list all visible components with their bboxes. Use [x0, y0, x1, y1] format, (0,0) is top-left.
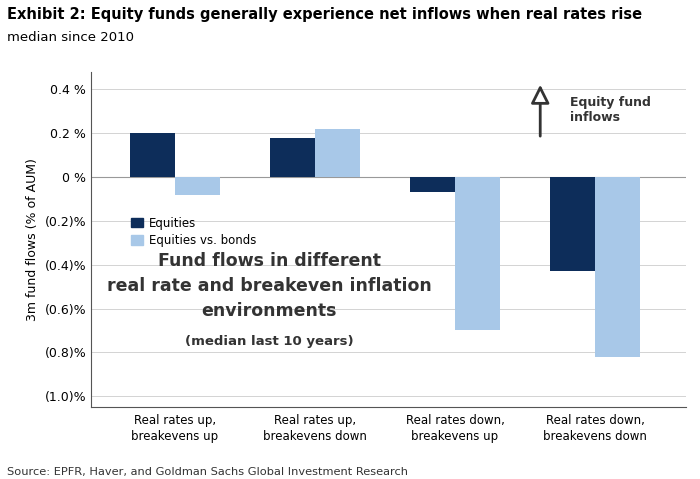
- Bar: [455, 177, 500, 331]
- Text: Source: EPFR, Haver, and Goldman Sachs Global Investment Research: Source: EPFR, Haver, and Goldman Sachs G…: [7, 467, 408, 477]
- Text: Equity fund
inflows: Equity fund inflows: [570, 96, 651, 125]
- Bar: [595, 177, 640, 357]
- Text: (median last 10 years): (median last 10 years): [186, 335, 354, 348]
- Y-axis label: 3m fund flows (% of AUM): 3m fund flows (% of AUM): [26, 158, 38, 321]
- Text: Fund flows in different
real rate and breakeven inflation
environments: Fund flows in different real rate and br…: [107, 252, 432, 320]
- Legend: Equities, Equities vs. bonds: Equities, Equities vs. bonds: [127, 212, 261, 252]
- Text: median since 2010: median since 2010: [7, 31, 134, 44]
- Bar: [410, 177, 455, 193]
- Bar: [130, 133, 175, 177]
- Bar: [315, 129, 360, 177]
- Bar: [550, 177, 595, 271]
- Bar: [175, 177, 220, 194]
- Bar: [270, 137, 315, 177]
- Text: Exhibit 2: Equity funds generally experience net inflows when real rates rise: Exhibit 2: Equity funds generally experi…: [7, 7, 642, 22]
